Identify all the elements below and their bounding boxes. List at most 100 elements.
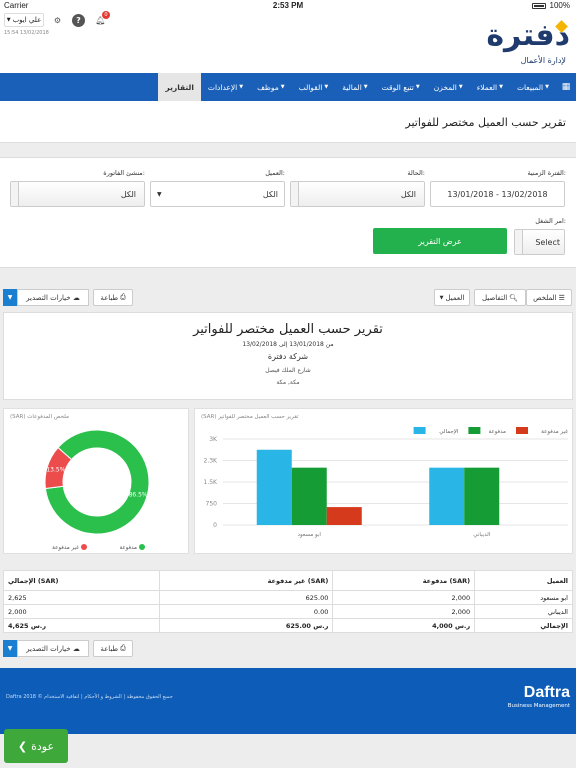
print-button-bottom[interactable]: طباعة ⎙ bbox=[93, 640, 133, 657]
table-row: 2,625 625.00 2,000 ابو مسعود bbox=[3, 590, 573, 605]
table-cell: الديباني bbox=[474, 604, 573, 619]
header-timestamp: 15:54 13/02/2018 bbox=[4, 30, 49, 36]
pie-data-label: 86.5% bbox=[129, 492, 148, 499]
column-header: العميل bbox=[474, 570, 573, 591]
table-cell: 2,000 bbox=[332, 604, 476, 619]
table-cell: الإجمالي bbox=[474, 618, 573, 633]
nav-item-reports[interactable]: التقارير bbox=[158, 73, 201, 101]
nav-item-employee[interactable]: موظف ▼ bbox=[257, 82, 285, 92]
company-address-2: مكة, مكة bbox=[276, 379, 300, 386]
legend-swatch bbox=[468, 427, 481, 434]
tab-details[interactable]: التفاصيل 🔍︎ bbox=[474, 289, 526, 306]
legend-label: غير مدفوعة bbox=[52, 545, 79, 551]
main-nav: ▦ المبيعات ▼ العملاء ▼ المخزن ▼ تتبع الوقت ▼… bbox=[0, 73, 576, 101]
status-select[interactable]: الكل bbox=[290, 181, 425, 207]
y-tick-label: 1.5K bbox=[204, 479, 219, 486]
export-options[interactable]: ▼ خيارات التصدير ☁ bbox=[3, 289, 89, 306]
table-total-row: 4,625 ر.س 625.00 ر.س 4,000 ر.س الإجمالي bbox=[3, 618, 573, 633]
view-report-button[interactable]: عرض التقرير bbox=[373, 228, 507, 254]
bar-chart: 0 750 1.5K 2.3K 3K ابو مسعود الديباني غير مدفوع… bbox=[204, 427, 568, 538]
chevron-down-icon: ▼ bbox=[415, 84, 420, 90]
notification-badge: 0 bbox=[102, 11, 110, 19]
x-tick-label: ابو مسعود bbox=[298, 532, 322, 538]
list-icon: ☰ bbox=[558, 293, 565, 302]
client-groupby-dropdown[interactable]: ▼ العميل bbox=[434, 289, 470, 306]
cloud-icon: ☁ bbox=[72, 644, 80, 653]
chevron-down-icon[interactable]: ▼ bbox=[3, 289, 17, 306]
cloud-icon: ☁ bbox=[72, 293, 80, 302]
user-menu-button[interactable]: ▼ علي ايوب bbox=[4, 13, 44, 27]
nav-item-clients[interactable]: العملاء ▼ bbox=[476, 82, 503, 92]
table-cell: 625.00 ر.س bbox=[158, 618, 334, 633]
chevron-down-icon: ▼ bbox=[157, 190, 162, 198]
chevron-down-icon: ▼ bbox=[6, 17, 11, 23]
bell-icon[interactable]: 🔔︎ 0 bbox=[94, 11, 110, 27]
chevron-down-icon: ▼ bbox=[280, 84, 285, 90]
export-options-button[interactable]: خيارات التصدير ☁ bbox=[17, 640, 89, 657]
nav-item-time-tracking[interactable]: تتبع الوقت ▼ bbox=[381, 82, 420, 92]
legend-label: غير مدفوعة bbox=[541, 429, 568, 435]
report-header: تقرير حسب العميل مختصر للفواتير من 13/01… bbox=[3, 312, 573, 400]
help-icon[interactable]: ? bbox=[72, 14, 85, 27]
legend-swatch bbox=[413, 427, 426, 434]
battery-level: 100% bbox=[549, 1, 570, 10]
client-select[interactable]: ▼ الكل bbox=[150, 181, 285, 207]
table-cell: 2,625 bbox=[3, 590, 160, 605]
status-label: الحالة: bbox=[407, 169, 425, 177]
table-cell: 4,625 ر.س bbox=[3, 618, 160, 633]
x-tick-label: الديباني bbox=[473, 532, 491, 538]
nav-item-inventory[interactable]: المخزن ▼ bbox=[433, 82, 463, 92]
nav-item-templates[interactable]: القوالب ▼ bbox=[298, 82, 329, 92]
search-icon: 🔍︎ bbox=[509, 293, 519, 302]
pie-chart: 86.5% 13.5% مدفوعة غير مدفوعة bbox=[44, 429, 150, 551]
job-order-select[interactable]: Select bbox=[514, 229, 565, 255]
nav-item-sales[interactable]: المبيعات ▼ bbox=[516, 82, 549, 92]
export-options-bottom[interactable]: ▼ خيارات التصدير ☁ bbox=[3, 640, 89, 657]
period-label: الفترة الزمنية: bbox=[527, 169, 566, 177]
bar-chart-title: (SAR) تقرير حسب العميل مختصر للفواتير bbox=[201, 414, 299, 420]
chevron-down-icon: ▼ bbox=[439, 294, 444, 301]
creator-select[interactable]: الكل bbox=[10, 181, 145, 207]
company-address-1: شارع الملك فيصل bbox=[265, 367, 311, 374]
user-name: علي ايوب bbox=[12, 16, 42, 24]
chevron-down-icon: ▼ bbox=[458, 84, 463, 90]
nav-item-settings[interactable]: الإعدادات ▼ bbox=[207, 82, 244, 92]
tab-summary[interactable]: الملخص ☰ bbox=[526, 289, 572, 306]
pie-slice bbox=[44, 446, 73, 490]
report-title: تقرير حسب العميل مختصر للفواتير bbox=[193, 322, 383, 337]
creator-label: منشئ الفاتورة: bbox=[103, 169, 145, 177]
gear-icon[interactable]: ⚙ bbox=[53, 16, 62, 25]
legend-swatch bbox=[139, 544, 145, 550]
y-tick-label: 0 bbox=[213, 522, 217, 529]
table-header-row: الإجمالي (SAR) غير مدفوعة (SAR) مدفوعة (… bbox=[3, 570, 573, 591]
table-cell: 625.00 bbox=[158, 590, 334, 605]
apps-grid-icon[interactable]: ▦ bbox=[561, 82, 571, 92]
job-label: امر الشغل: bbox=[535, 217, 566, 225]
chevron-down-icon: ▼ bbox=[499, 84, 503, 90]
footer-copyright: Daftra 2018 © جميع الحقوق محفوظة | الشرو… bbox=[6, 694, 173, 700]
chevron-down-icon: ▼ bbox=[239, 84, 244, 90]
chevron-down-icon: ▼ bbox=[545, 84, 549, 90]
print-button[interactable]: طباعة ⎙ bbox=[93, 289, 133, 306]
pie-chart-title: (SAR) ملخص المدفوعات bbox=[10, 414, 69, 420]
back-button[interactable]: ❮ عودة bbox=[4, 729, 68, 763]
pie-data-label: 13.5% bbox=[46, 466, 65, 473]
chevron-down-icon: ▼ bbox=[363, 84, 368, 90]
bar bbox=[291, 467, 327, 525]
battery-icon bbox=[532, 3, 546, 9]
nav-item-finance[interactable]: المالية ▼ bbox=[342, 82, 368, 92]
export-options-button[interactable]: خيارات التصدير ☁ bbox=[17, 289, 89, 306]
chevron-down-icon[interactable]: ▼ bbox=[3, 640, 17, 657]
y-tick-label: 750 bbox=[206, 501, 218, 508]
period-input[interactable]: 13/01/2018 - 13/02/2018 bbox=[430, 181, 565, 207]
app-header: ▼ علي ايوب ⚙ ? 🔔︎ 0 15:54 13/02/2018 دفت… bbox=[0, 11, 576, 73]
footer-logo: Daftra bbox=[523, 684, 570, 701]
footer-logo-subtitle: Business Management bbox=[507, 703, 570, 709]
chevron-left-icon: ❮ bbox=[17, 739, 28, 753]
legend-label: مدفوعة bbox=[119, 545, 137, 551]
column-header: الإجمالي (SAR) bbox=[3, 570, 160, 591]
y-tick-label: 3K bbox=[209, 436, 218, 443]
report-range: من 13/01/2018 إلى 13/02/2018 bbox=[242, 341, 334, 348]
y-tick-label: 2.3K bbox=[204, 458, 219, 465]
daftra-logo[interactable]: دفترة لإدارة الأعمال bbox=[470, 18, 570, 68]
